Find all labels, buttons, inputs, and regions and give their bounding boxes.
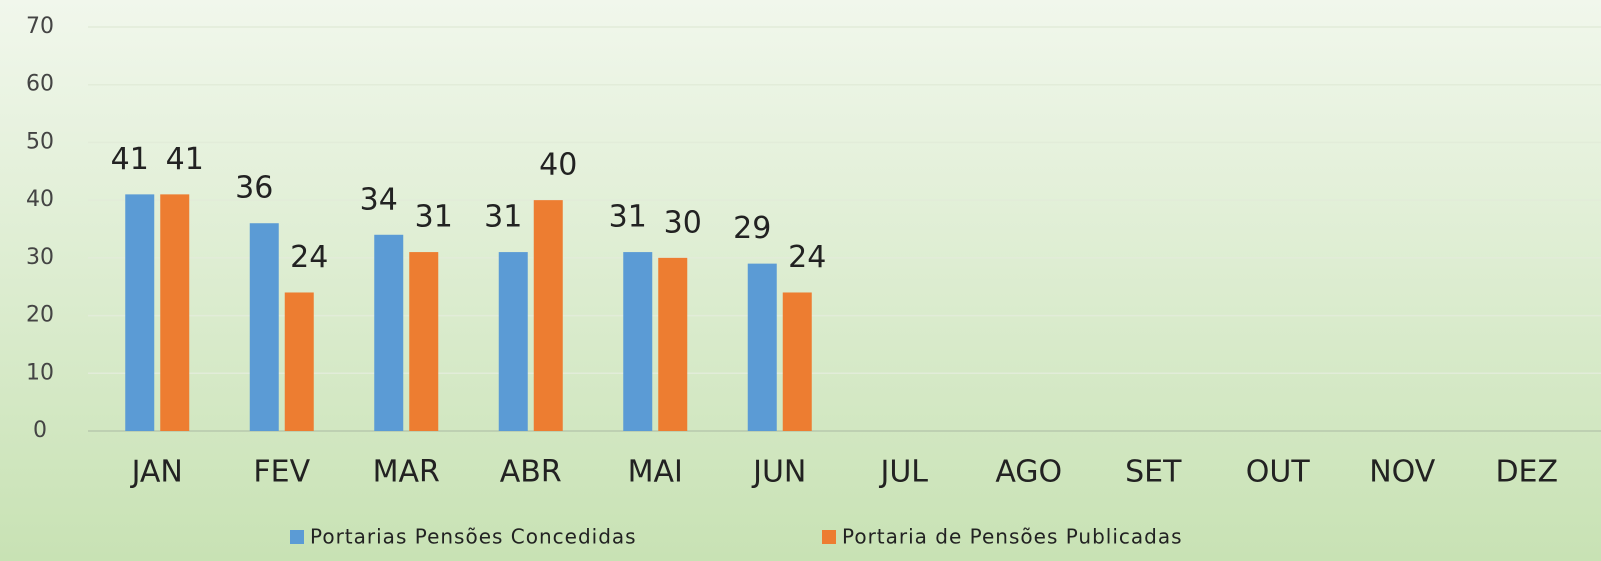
- data-label: 40: [539, 148, 577, 183]
- legend-label: Portarias Pensões Concedidas: [310, 525, 637, 549]
- legend-label: Portaria de Pensões Publicadas: [842, 525, 1183, 549]
- legend-swatch: [290, 530, 304, 544]
- data-label: 29: [733, 211, 771, 246]
- y-tick-label: 20: [26, 303, 54, 328]
- x-tick-label: DEZ: [1495, 455, 1558, 490]
- x-tick-label: MAI: [628, 455, 683, 490]
- y-tick-label: 60: [26, 72, 54, 97]
- data-label: 41: [111, 142, 149, 177]
- data-label: 36: [235, 171, 273, 206]
- y-tick-label: 50: [26, 129, 54, 154]
- x-tick-label: JUN: [751, 455, 806, 490]
- x-tick-label: JAN: [130, 455, 183, 490]
- data-label: 34: [360, 182, 398, 217]
- bar: [658, 257, 688, 431]
- bar: [782, 292, 812, 431]
- legend-swatch: [822, 530, 836, 544]
- x-tick-label: MAR: [373, 455, 440, 490]
- bar: [284, 292, 314, 431]
- data-label: 41: [166, 142, 204, 177]
- bar: [374, 234, 404, 431]
- x-tick-label: JUL: [878, 455, 928, 490]
- data-label: 24: [290, 240, 328, 275]
- x-tick-label: NOV: [1369, 455, 1436, 490]
- bar: [125, 194, 155, 431]
- y-tick-label: 30: [26, 245, 54, 270]
- data-label: 31: [609, 200, 647, 235]
- x-tick-label: OUT: [1246, 455, 1311, 490]
- x-tick-label: AGO: [995, 455, 1062, 490]
- y-tick-label: 70: [26, 14, 54, 39]
- y-tick-label: 10: [26, 360, 54, 385]
- bar: [160, 194, 190, 431]
- x-tick-label: FEV: [253, 455, 310, 490]
- bar: [249, 223, 279, 431]
- data-label: 31: [415, 200, 453, 235]
- bar: [533, 200, 563, 431]
- data-label: 31: [484, 200, 522, 235]
- data-label: 24: [788, 240, 826, 275]
- bar: [498, 252, 528, 431]
- y-tick-label: 0: [33, 418, 47, 443]
- bar: [409, 252, 439, 431]
- data-label: 30: [664, 205, 702, 240]
- x-tick-label: SET: [1125, 455, 1182, 490]
- x-tick-label: ABR: [500, 455, 562, 490]
- y-tick-label: 40: [26, 187, 54, 212]
- bar: [747, 263, 777, 431]
- bar: [623, 252, 653, 431]
